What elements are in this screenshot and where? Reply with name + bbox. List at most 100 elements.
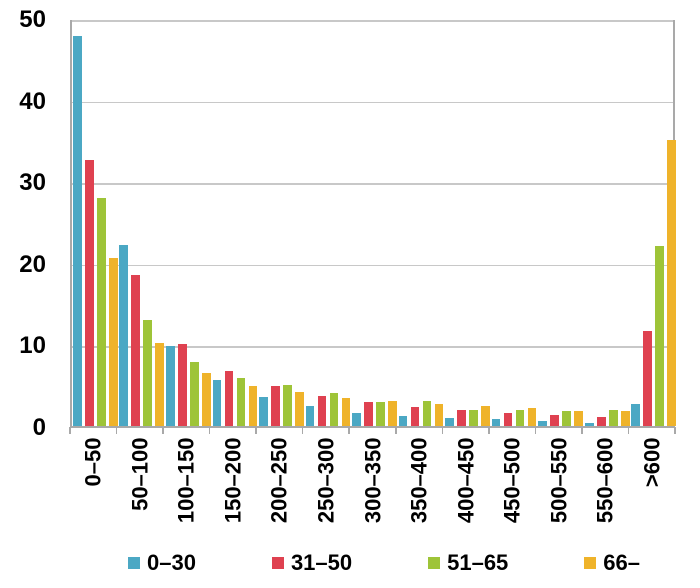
legend-label: 51–65 — [447, 550, 509, 575]
legend-item: 31–50 — [271, 550, 352, 576]
axis-tick — [581, 427, 583, 434]
axis-tick — [208, 427, 211, 434]
bar — [527, 408, 537, 426]
bar-group — [212, 20, 259, 426]
legend-swatch — [128, 557, 140, 569]
bar-group — [258, 20, 305, 426]
axis-tick — [627, 427, 630, 434]
bar — [108, 257, 118, 426]
bar — [655, 246, 665, 426]
bar — [131, 275, 141, 426]
bar — [550, 415, 559, 426]
axis-tick — [348, 427, 350, 434]
x-tick-label: >600 — [639, 437, 665, 488]
bar — [562, 410, 571, 426]
bar — [457, 409, 466, 426]
bar — [341, 398, 351, 426]
bar-group — [584, 20, 631, 426]
legend-swatch — [584, 557, 597, 569]
bar — [422, 400, 432, 426]
bar — [248, 386, 258, 426]
bar — [177, 344, 187, 426]
bar — [84, 159, 94, 426]
x-tick-label: 50–100 — [127, 437, 153, 511]
bar — [155, 342, 165, 426]
gridline — [72, 264, 673, 267]
bar — [166, 346, 175, 426]
bar — [96, 198, 106, 426]
bar — [631, 403, 641, 426]
bar — [434, 403, 444, 426]
bar — [305, 406, 315, 426]
x-tick-label: 100–150 — [173, 437, 199, 524]
x-tick-label: 250–300 — [313, 437, 339, 524]
bar — [283, 385, 292, 426]
bar — [469, 409, 478, 426]
legend-item: 66– — [584, 550, 640, 576]
bar — [376, 401, 385, 426]
x-tick-label: 350–400 — [406, 437, 432, 524]
legend-swatch — [428, 557, 441, 569]
bar — [574, 410, 583, 426]
legend: 0–30 31–50 51–65 66– — [128, 547, 640, 579]
bar — [445, 417, 454, 426]
x-tick-label: 550–600 — [592, 437, 618, 524]
bar — [538, 421, 547, 426]
bar — [388, 400, 397, 426]
gridline — [72, 183, 673, 185]
bar — [259, 397, 268, 426]
bar — [515, 409, 525, 426]
bar — [271, 386, 280, 426]
legend-item: 0–30 — [128, 550, 196, 576]
x-tick-label: 150–200 — [220, 437, 246, 524]
bar — [224, 370, 234, 426]
x-tick-label: 200–250 — [266, 437, 292, 524]
bar — [503, 412, 513, 426]
x-tick-label: 450–500 — [499, 437, 525, 524]
axis-tick — [162, 427, 164, 434]
bar-group — [305, 20, 352, 426]
bar-group — [491, 20, 538, 426]
axis-tick — [69, 427, 71, 434]
bar — [329, 393, 339, 426]
legend-label: 66– — [603, 550, 640, 575]
axis-tick — [301, 427, 304, 434]
y-tick-label: 30 — [19, 169, 46, 197]
axis-tick — [395, 427, 397, 434]
x-tick-label: 0–50 — [80, 437, 106, 487]
axis-tick — [255, 427, 257, 434]
x-tick-label: 500–550 — [546, 437, 572, 524]
gridline — [72, 20, 673, 22]
bar-group — [630, 20, 677, 426]
x-tick-label: 300–350 — [360, 437, 385, 524]
bar-group — [72, 20, 119, 426]
bar — [643, 331, 653, 426]
bar — [236, 377, 246, 426]
axis-tick — [488, 427, 490, 434]
gridline — [72, 346, 673, 348]
bar — [608, 409, 618, 426]
bar — [352, 412, 361, 426]
legend-item: 51–65 — [428, 550, 508, 576]
axis-tick — [115, 427, 118, 434]
bar — [317, 395, 327, 426]
bar — [491, 419, 501, 426]
bar — [410, 407, 420, 426]
bar — [596, 417, 606, 426]
y-tick-label: 0 — [32, 414, 46, 441]
axis-tick — [674, 427, 676, 434]
bar — [398, 416, 408, 426]
bar — [189, 361, 199, 426]
legend-label: 0–30 — [147, 550, 196, 575]
bar — [364, 401, 373, 426]
legend-swatch — [271, 557, 284, 569]
bar — [201, 372, 211, 426]
y-tick-label: 20 — [19, 250, 46, 278]
bar — [119, 244, 129, 426]
bar-group — [398, 20, 445, 426]
axis-tick — [534, 427, 537, 434]
bar-group — [351, 20, 398, 426]
bar-group — [537, 20, 584, 426]
bar — [212, 379, 222, 426]
